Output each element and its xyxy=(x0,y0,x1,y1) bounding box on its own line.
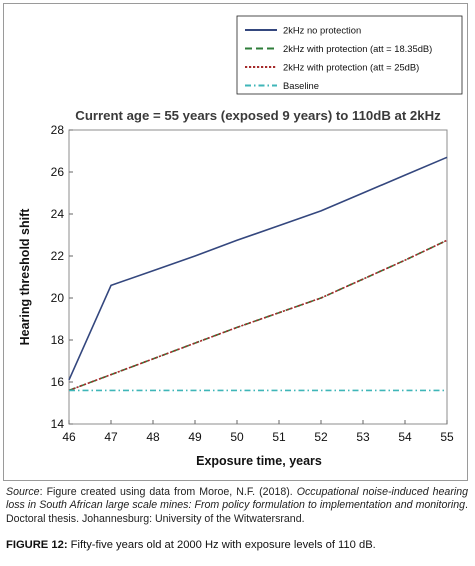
x-tick-label: 54 xyxy=(398,430,412,444)
figure-caption-text: Fifty-five years old at 2000 Hz with exp… xyxy=(67,539,376,551)
figure-label: FIGURE 12: xyxy=(6,539,68,551)
y-tick-label: 16 xyxy=(51,375,65,389)
figure-caption: FIGURE 12: Fifty-five years old at 2000 … xyxy=(6,538,468,552)
source-title: Occupational noise-induced hearing loss … xyxy=(6,486,468,512)
series-line-2khz-with-protection-att-25db xyxy=(68,239,448,392)
y-tick-label: 28 xyxy=(51,123,65,137)
legend-label-2khz-no-protection: 2kHz no protection xyxy=(283,25,361,36)
x-axis-title: Exposure time, years xyxy=(196,454,322,468)
x-tick-label: 52 xyxy=(314,430,328,444)
legend-label-baseline: Baseline xyxy=(283,80,319,91)
x-tick-label: 47 xyxy=(104,430,118,444)
y-tick-label: 18 xyxy=(51,333,65,347)
y-tick-label: 20 xyxy=(51,291,65,305)
source-text: : Figure created using data from Moroe, … xyxy=(39,486,297,498)
series-line-2khz-with-protection-att-18-35db xyxy=(68,239,448,392)
figure-frame: 46 47 48 49 50 51 52 53 54 55 14 16 18 20 22 24 26 28 2kH… xyxy=(3,3,468,481)
y-tick-label: 26 xyxy=(51,165,65,179)
x-tick-label: 53 xyxy=(356,430,370,444)
line-chart: 46 47 48 49 50 51 52 53 54 55 14 16 18 20 22 24 26 28 2kH… xyxy=(18,15,463,468)
legend-label-2khz-with-protection-att-25db: 2kHz with protection (att = 25dB) xyxy=(283,62,419,73)
x-tick-label: 48 xyxy=(146,430,160,444)
legend-label-2khz-with-protection-att-18-35db: 2kHz with protection (att = 18.35dB) xyxy=(283,43,432,54)
x-tick-label: 50 xyxy=(230,430,244,444)
source-caption: Source: Figure created using data from M… xyxy=(6,486,468,526)
y-axis-title: Hearing threshold shift xyxy=(18,208,32,346)
plot-area-border xyxy=(68,129,448,425)
x-tick-label: 55 xyxy=(440,430,454,444)
legend-box xyxy=(236,15,463,95)
x-tick-label: 49 xyxy=(188,430,202,444)
y-tick-label: 14 xyxy=(51,417,65,431)
y-tick-label: 24 xyxy=(51,207,65,221)
source-text-end: . Doctoral thesis. Johannesburg: Univers… xyxy=(6,499,468,525)
x-tick-label: 51 xyxy=(272,430,286,444)
chart-title: Current age = 55 years (exposed 9 years)… xyxy=(75,108,441,123)
series-line-2khz-no-protection xyxy=(68,156,448,381)
source-label: Source xyxy=(6,486,40,498)
x-tick-label: 46 xyxy=(62,430,76,444)
y-tick-label: 22 xyxy=(51,249,65,263)
